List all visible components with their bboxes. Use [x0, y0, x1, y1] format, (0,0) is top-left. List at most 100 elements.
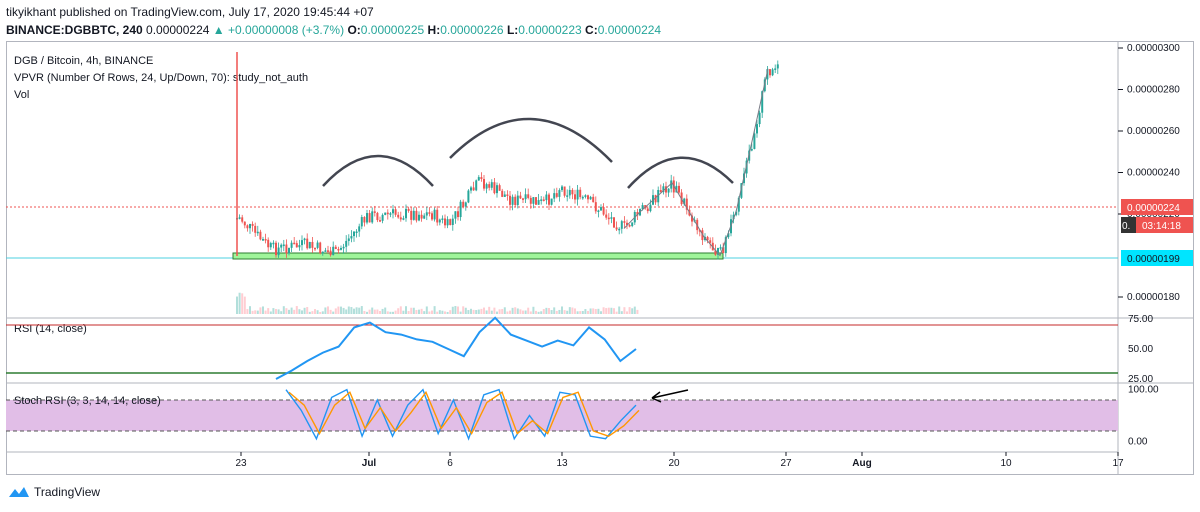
volume-bar [615, 311, 618, 314]
time-tick-label: 23 [235, 458, 247, 469]
volume-bar [376, 309, 379, 314]
candle-body [641, 205, 644, 210]
support-badge-text: 0.00000199 [1127, 254, 1180, 265]
volume-bar [446, 311, 449, 314]
volume-bar [581, 311, 584, 314]
candle-body [750, 148, 753, 151]
volume-bar [282, 306, 285, 314]
volume-bar [340, 306, 342, 314]
volume-bar [548, 308, 550, 314]
candle-body [727, 233, 730, 238]
volume-bar [379, 311, 381, 314]
open-value: 0.00000225 [360, 23, 425, 37]
candles-group [236, 52, 779, 260]
candle-body [678, 185, 680, 193]
stoch-d-line [288, 390, 640, 437]
time-tick-label: 13 [556, 458, 568, 469]
volume-bar [550, 310, 553, 314]
candle-body [636, 211, 639, 216]
volume-bar [295, 306, 298, 314]
candle-body [594, 202, 597, 212]
volume-bar [464, 307, 467, 314]
time-axis[interactable]: 23 Jul 6 13 20 27 Aug 10 17 [235, 452, 1124, 469]
candle-body [238, 217, 241, 219]
volume-bar [490, 310, 493, 314]
candle-body [418, 214, 420, 221]
volume-bar [402, 310, 405, 314]
volume-bar [405, 306, 407, 314]
candle-body [545, 194, 548, 201]
volume-bar [584, 309, 587, 314]
volume-bar [355, 307, 358, 314]
candle-body [337, 248, 340, 251]
candle-body [714, 250, 717, 255]
candle-body [511, 196, 514, 205]
rsi-tick-label: 75.00 [1128, 314, 1153, 325]
candle-body [529, 197, 532, 204]
volume-bar [441, 310, 444, 314]
vpvr-legend: VPVR (Number Of Rows, 24, Up/Down, 70): … [14, 72, 308, 84]
candle-body [285, 244, 288, 254]
candle-body [506, 194, 509, 196]
volume-bar [496, 311, 498, 314]
volume-bar [485, 310, 488, 314]
volume-bar [272, 308, 275, 314]
arc-left[interactable] [322, 154, 434, 187]
volume-bar [571, 307, 574, 314]
volume-bar [613, 308, 615, 314]
volume-bar [506, 311, 509, 314]
candle-body [514, 196, 517, 206]
volume-bar [433, 306, 436, 314]
candle-body [446, 219, 449, 226]
candle-body [498, 185, 501, 191]
candle-body [667, 188, 670, 193]
volume-bar [241, 293, 244, 314]
arrow-annotation[interactable] [651, 389, 689, 403]
candle-body [470, 187, 472, 191]
volume-bar [303, 307, 306, 314]
candle-body [386, 212, 389, 215]
time-tick-label: 17 [1112, 458, 1124, 469]
volume-bar [306, 307, 309, 314]
stoch-legend: Stoch RSI (3, 3, 14, 14, close) [14, 395, 161, 407]
candle-body [493, 182, 496, 194]
arc-right[interactable] [627, 156, 734, 189]
volume-bar [511, 307, 514, 314]
price-tick-label: 0.00000300 [1127, 43, 1180, 54]
candle-body [262, 239, 264, 241]
stoch-axis: 100.00 0.00 [1128, 385, 1159, 448]
candle-body [550, 198, 553, 205]
arc-middle[interactable] [449, 117, 613, 163]
candle-body [607, 217, 610, 220]
candle-body [259, 231, 262, 240]
candle-body [706, 236, 709, 241]
volume-bar [285, 308, 288, 314]
volume-bar [298, 309, 301, 314]
volume-bar [480, 308, 483, 314]
volume-bar [454, 306, 457, 314]
candle-body [303, 238, 306, 241]
volume-bar [451, 306, 454, 314]
brand-footer[interactable]: TradingView [8, 485, 100, 499]
high-value: 0.00000226 [440, 23, 504, 37]
volume-bar [589, 308, 592, 314]
volume-bar [256, 310, 259, 314]
volume-bar [493, 307, 496, 314]
volume-bar [535, 310, 537, 314]
rsi-tick-label: 25.00 [1128, 374, 1153, 385]
candle-body [407, 208, 410, 211]
candle-body [368, 213, 371, 223]
countdown-prefix-box [1121, 217, 1136, 233]
volume-bar [249, 306, 251, 314]
countdown-prefix: 0. [1122, 221, 1130, 232]
volume-bar [509, 310, 511, 314]
support-zone[interactable] [232, 252, 724, 260]
volume-bar [347, 306, 350, 314]
candle-body [480, 177, 483, 179]
candle-body [701, 230, 704, 241]
candle-body [527, 194, 530, 198]
candle-body [519, 195, 522, 199]
volume-bar [566, 310, 569, 314]
chart-svg[interactable]: DGB / Bitcoin, 4h, BINANCE VPVR (Number … [0, 0, 1200, 480]
rsi-legend: RSI (14, close) [14, 323, 87, 335]
